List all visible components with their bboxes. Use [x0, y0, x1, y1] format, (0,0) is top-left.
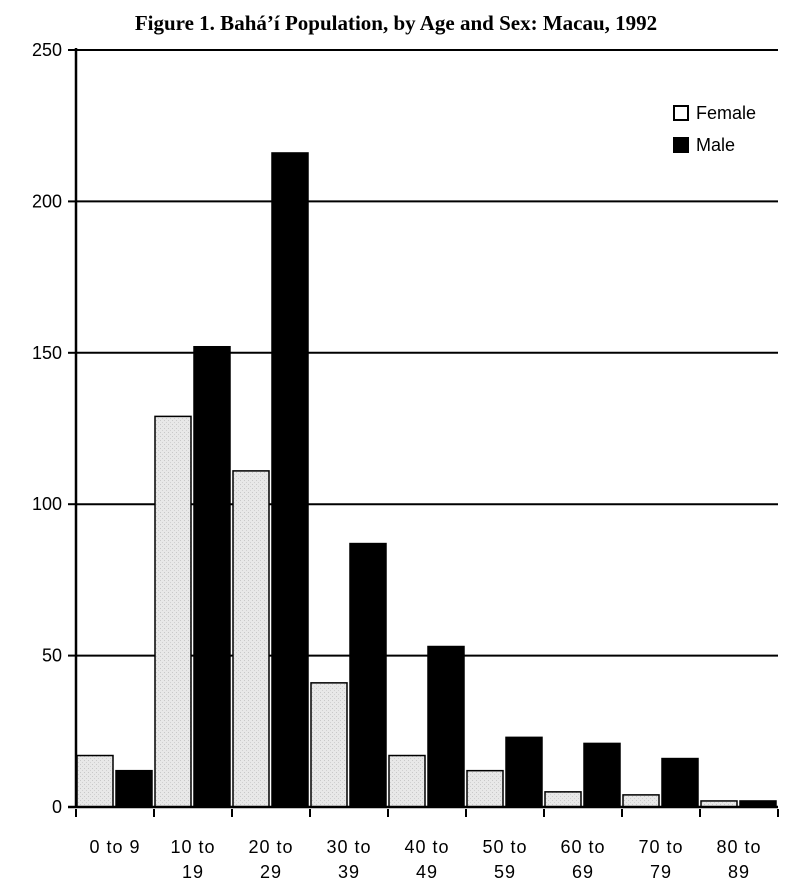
y-axis-ticks: 0 50 100 150 200 250 — [32, 40, 76, 817]
bar-male — [115, 769, 153, 808]
x-tick-label: 49 — [416, 862, 438, 882]
legend-swatch-female — [673, 105, 689, 121]
bar-female — [622, 794, 660, 808]
bar-female — [76, 754, 114, 808]
x-tick-label: 20 to — [248, 837, 293, 857]
y-tick-label: 200 — [32, 191, 62, 211]
x-tick-label: 59 — [494, 862, 516, 882]
x-tick-label: 10 to — [170, 837, 215, 857]
bar-male — [583, 742, 621, 808]
x-tick-label: 19 — [182, 862, 204, 882]
x-tick-label: 70 to — [638, 837, 683, 857]
y-tick-label: 0 — [52, 797, 62, 817]
x-tick-label: 0 to 9 — [89, 837, 140, 857]
legend-label-male: Male — [696, 135, 735, 155]
bar-male — [349, 542, 387, 808]
bar-male — [271, 152, 309, 808]
x-tick-label: 29 — [260, 862, 282, 882]
bar-male — [427, 645, 465, 808]
bar-female — [232, 470, 270, 808]
x-tick-label: 80 to — [716, 837, 761, 857]
bar-female — [388, 754, 426, 808]
x-tick-label: 50 to — [482, 837, 527, 857]
y-tick-label: 100 — [32, 494, 62, 514]
y-tick-label: 50 — [42, 646, 62, 666]
chart-title: Figure 1. Bahá’í Population, by Age and … — [135, 11, 657, 35]
legend-swatch-male — [673, 137, 689, 153]
bars — [76, 152, 777, 808]
gridlines — [76, 49, 778, 657]
bar-male — [193, 345, 231, 808]
bar-male — [505, 736, 543, 808]
bar-female — [544, 791, 582, 808]
x-tick-label: 79 — [650, 862, 672, 882]
x-tick-label: 39 — [338, 862, 360, 882]
y-tick-label: 250 — [32, 40, 62, 60]
legend-label-female: Female — [696, 103, 756, 123]
x-tick-label: 69 — [572, 862, 594, 882]
y-tick-label: 150 — [32, 343, 62, 363]
legend: Female Male — [668, 92, 778, 160]
bar-female — [310, 682, 348, 808]
x-tick-label: 30 to — [326, 837, 371, 857]
bar-male — [661, 757, 699, 808]
bar-female — [154, 415, 192, 808]
x-tick-label: 40 to — [404, 837, 449, 857]
x-tick-label: 89 — [728, 862, 750, 882]
x-axis-ticks: 0 to 9 10 to 19 20 to 29 30 to 39 40 to 49 50 to 5… — [75, 809, 779, 882]
bar-female — [466, 769, 504, 808]
x-tick-label: 60 to — [560, 837, 605, 857]
axes — [68, 48, 778, 809]
